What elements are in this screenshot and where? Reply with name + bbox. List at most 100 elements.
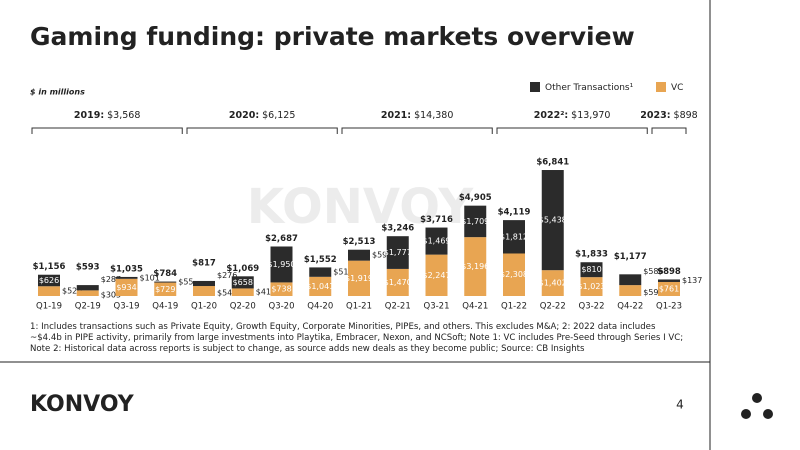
bar-vc [38, 286, 60, 296]
year-header: 2022²: $13,970 [534, 110, 611, 121]
bar-vc [193, 286, 215, 296]
x-tick-label: Q2-19 [75, 302, 101, 312]
x-tick-label: Q1-22 [501, 302, 527, 312]
value-label: $1,950 [268, 260, 296, 269]
bar-other [231, 276, 254, 289]
x-tick-label: Q1-21 [346, 302, 372, 312]
bar-vc [541, 270, 564, 296]
footnote: 1: Includes transactions such as Private… [30, 322, 684, 354]
x-tick-label: Q2-21 [385, 302, 411, 312]
year-bracket [341, 127, 493, 134]
value-label: $729 [155, 285, 175, 294]
total-label: $1,035 [110, 264, 143, 274]
legend-swatch [656, 82, 666, 92]
value-label: $1,023 [578, 282, 606, 291]
total-label: $898 [657, 267, 681, 277]
total-label: $1,552 [304, 255, 337, 265]
x-tick-label: Q3-22 [579, 302, 605, 312]
value-label: $626 [39, 276, 59, 285]
bar-other [541, 170, 564, 271]
year-label: 2023: [640, 110, 670, 121]
year-header: 2023: $898 [640, 110, 697, 121]
x-tick-label: Q3-20 [269, 302, 295, 312]
value-label: $1,470 [384, 278, 412, 287]
bar-other [270, 246, 293, 283]
year-bracket [651, 127, 687, 134]
bar-vc [76, 290, 99, 296]
value-label: $1,041 [306, 282, 334, 291]
value-label: $1,402 [539, 279, 567, 288]
value-label: $1,469 [423, 237, 451, 246]
total-label: $4,905 [459, 193, 492, 203]
value-label: $1,709 [461, 217, 489, 226]
total-label: $1,833 [575, 250, 608, 260]
page-number: 4 [676, 398, 684, 412]
bar-other [386, 236, 409, 269]
total-label: $1,156 [33, 262, 66, 272]
bar-other [503, 220, 525, 254]
value-label: $137 [682, 276, 702, 285]
bar-vc [580, 277, 603, 296]
year-bracket [496, 127, 648, 134]
chart-title: Gaming funding: private markets overview [30, 22, 635, 51]
bar-other [348, 249, 370, 261]
value-label: $594 [372, 251, 392, 260]
value-label: $276 [217, 271, 237, 280]
total-label: $1,069 [226, 264, 259, 274]
total-label: $1,177 [614, 252, 647, 262]
bar-vc [425, 254, 448, 296]
x-tick-label: Q4-21 [462, 302, 488, 312]
total-label: $6,841 [536, 158, 569, 168]
value-label: $810 [581, 265, 601, 274]
value-label: $3,196 [461, 262, 489, 271]
year-header: 2020: $6,125 [229, 110, 296, 121]
bar-vc [619, 285, 642, 296]
year-total: $3,568 [107, 110, 140, 121]
year-total: $6,125 [262, 110, 295, 121]
year-total: $14,380 [414, 110, 453, 121]
bar-vc [115, 278, 138, 296]
value-label: $1,777 [384, 248, 412, 257]
bar-vc [270, 282, 293, 296]
bar-other [464, 205, 487, 238]
value-label: $586 [643, 267, 663, 276]
bar-vc [348, 260, 370, 296]
bar-vc [309, 276, 332, 296]
watermark: KONVOY [247, 179, 474, 235]
bar-other [658, 279, 680, 282]
year-label: 2021: [381, 110, 411, 121]
year-label: 2022²: [534, 110, 568, 121]
value-label: $305 [101, 291, 121, 300]
value-label: $287 [101, 275, 121, 284]
value-label: $411 [256, 288, 276, 297]
value-label: $2,247 [423, 271, 451, 280]
bar-other [154, 281, 177, 283]
x-tick-label: Q4-22 [617, 302, 643, 312]
total-label: $817 [192, 258, 216, 268]
bar-vc [231, 288, 254, 296]
year-total: $13,970 [571, 110, 610, 121]
bar-other [38, 274, 60, 287]
bar-other [309, 267, 332, 277]
total-label: $784 [153, 269, 177, 279]
logo: KONVOY [30, 392, 135, 417]
year-label: 2019: [74, 110, 104, 121]
year-header: 2021: $14,380 [381, 110, 454, 121]
total-label: $4,119 [498, 208, 531, 218]
value-label: $5,438 [539, 216, 567, 225]
bar-vc [658, 281, 680, 296]
value-label: $101 [140, 273, 160, 282]
legend-swatch [530, 82, 540, 92]
value-label: $934 [116, 283, 136, 292]
x-tick-label: Q4-20 [307, 302, 333, 312]
bar-other [619, 274, 642, 286]
bar-vc [503, 253, 525, 296]
year-total: $898 [674, 110, 698, 121]
year-bracket [186, 127, 338, 134]
x-tick-label: Q2-20 [230, 302, 256, 312]
value-label: $761 [659, 284, 679, 293]
year-header: 2019: $3,568 [74, 110, 141, 121]
value-label: $658 [233, 278, 253, 287]
